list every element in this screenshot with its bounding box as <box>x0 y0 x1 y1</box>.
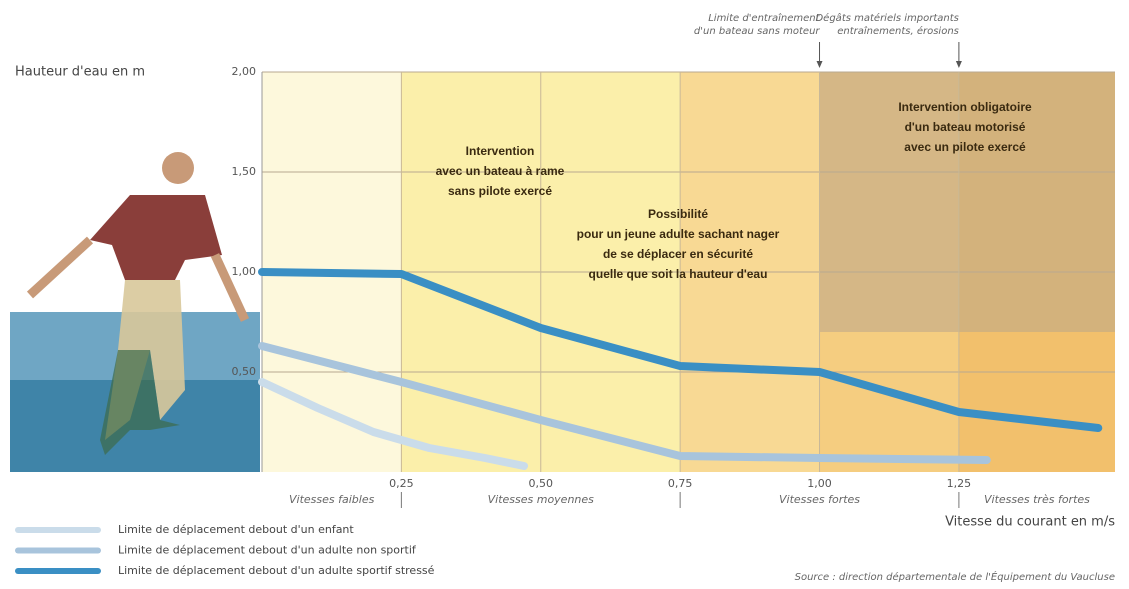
arm <box>210 253 250 322</box>
marker-text: d'un bateau sans moteur <box>694 26 820 37</box>
speed-class-label: Vitesses moyennes <box>488 493 595 506</box>
series-line <box>258 342 991 464</box>
plot-background <box>261 71 1115 472</box>
legend-label: Limite de déplacement debout d'un adulte… <box>118 564 435 577</box>
series-line <box>258 378 529 470</box>
marker-arrowhead <box>955 61 962 68</box>
annotation: avec un bateau à rame <box>436 164 565 178</box>
x-axis-label: Vitesse du courant en m/s <box>945 515 1115 530</box>
legend-label: Limite de déplacement debout d'un adulte… <box>118 544 417 557</box>
marker-text: Dégâts matériels importants <box>815 12 958 24</box>
head <box>162 152 194 184</box>
annotation: Possibilité <box>648 207 708 221</box>
x-tick-label: 0,50 <box>529 477 554 490</box>
illustration <box>10 152 260 472</box>
marker-arrowhead <box>816 61 823 68</box>
annotation: avec un pilote exercé <box>904 140 1026 154</box>
speed-class-label: Vitesses fortes <box>779 493 860 506</box>
annotation: sans pilote exercé <box>448 184 552 198</box>
y-tick-label: 2,00 <box>232 65 257 78</box>
x-tick-label: 0,25 <box>389 477 414 490</box>
speed-class-label: Vitesses faibles <box>289 493 375 506</box>
legend-label: Limite de déplacement debout d'un enfant <box>118 523 354 536</box>
annotation: Intervention obligatoire <box>898 100 1032 114</box>
shirt <box>90 195 222 280</box>
source: Source : direction départementale de l'É… <box>795 570 1115 583</box>
x-tick-label: 0,75 <box>668 477 693 490</box>
y-axis-label: Hauteur d'eau en m <box>15 65 145 80</box>
annotation: d'un bateau motorisé <box>905 120 1026 134</box>
marker-text: Limite d'entraînement <box>708 12 820 24</box>
annotation: pour un jeune adulte sachant nager <box>577 227 780 241</box>
x-tick-label: 1,00 <box>807 477 832 490</box>
y-tick-label: 0,50 <box>232 365 257 378</box>
y-tick-label: 1,00 <box>232 265 257 278</box>
arm <box>26 236 94 299</box>
legs <box>100 350 180 455</box>
y-tick-label: 1,50 <box>232 165 257 178</box>
x-tick-label: 1,25 <box>947 477 972 490</box>
series-line <box>258 268 1103 432</box>
speed-class-label: Vitesses très fortes <box>984 493 1090 506</box>
annotation: de se déplacer en sécurité <box>603 247 753 261</box>
annotation: Intervention <box>466 144 535 158</box>
motor-zone <box>819 72 1115 332</box>
annotation: quelle que soit la hauteur d'eau <box>589 267 768 281</box>
marker-text: entraînements, érosions <box>837 25 959 37</box>
